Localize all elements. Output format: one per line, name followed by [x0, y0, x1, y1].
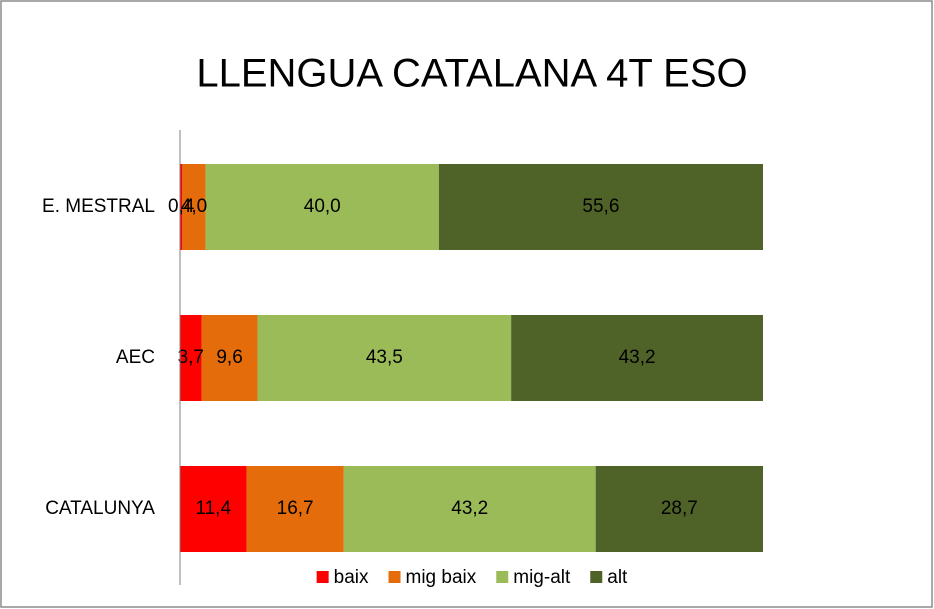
- bar-segment: [201, 315, 258, 401]
- data-label: 43,5: [366, 347, 403, 368]
- legend-label: mig baix: [406, 567, 477, 588]
- data-label: 0,4: [168, 196, 195, 217]
- bar-segment: [511, 315, 763, 401]
- data-label: 3,7: [178, 347, 204, 368]
- bar-segment: [180, 315, 202, 401]
- data-label: 28,7: [661, 498, 698, 519]
- legend-swatch: [496, 571, 509, 583]
- legend-swatch: [590, 571, 603, 583]
- legend-swatch: [388, 571, 401, 583]
- y-tick-label: E. MESTRAL: [42, 196, 155, 217]
- y-tick-label: CATALUNYA: [45, 498, 155, 519]
- y-tick-label: AEC: [116, 347, 155, 368]
- bar-segment: [182, 164, 206, 250]
- bar-segment: [246, 466, 344, 552]
- legend-label: baix: [334, 567, 369, 588]
- legend-label: alt: [607, 567, 628, 588]
- data-label: 43,2: [451, 498, 488, 519]
- data-label: 9,6: [216, 347, 242, 368]
- legend-label: mig-alt: [513, 567, 571, 588]
- data-label: 43,2: [619, 347, 656, 368]
- bar-segment: [438, 164, 763, 250]
- bar-segment: [180, 164, 183, 250]
- bar-segment: [257, 315, 512, 401]
- data-label: 11,4: [195, 498, 231, 519]
- bar-segment: [595, 466, 763, 552]
- data-label: 4,0: [181, 196, 207, 217]
- data-label: 40,0: [304, 196, 341, 217]
- chart-title: LLENGUA CATALANA 4T ESO: [196, 52, 747, 96]
- data-label: 16,7: [277, 498, 314, 519]
- bar-segment: [205, 164, 439, 250]
- bar-segment: [180, 466, 247, 552]
- data-label: 55,6: [582, 196, 619, 217]
- legend-swatch: [316, 571, 329, 583]
- bar-segment: [343, 466, 596, 552]
